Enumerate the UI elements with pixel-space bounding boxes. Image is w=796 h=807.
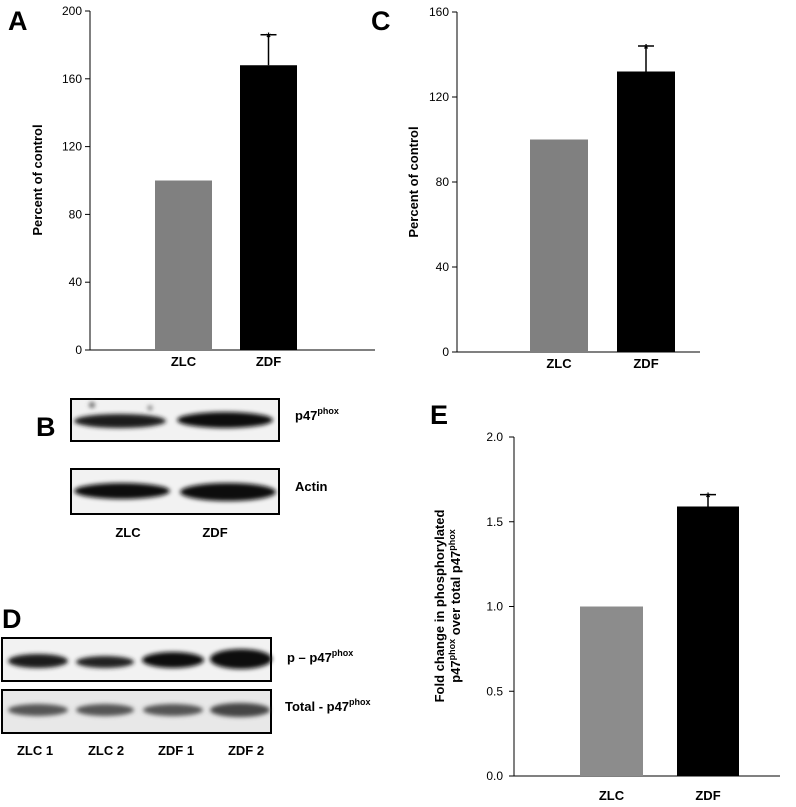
blot-label: p – p47phox <box>287 648 353 665</box>
blot-bands <box>74 483 276 501</box>
x-tick-label: ZDF <box>633 356 658 371</box>
y-tick-label: 160 <box>429 5 449 19</box>
panel-label: B <box>36 412 56 442</box>
y-axis-label-text: p47 <box>448 660 463 682</box>
y-axis-label: Percent of control <box>30 124 45 235</box>
bar <box>530 139 588 352</box>
error-bar <box>260 33 277 66</box>
y-axis-label-sup: phox <box>447 529 457 551</box>
y-axis-label-sup: phox <box>447 639 457 661</box>
blot-bands <box>74 402 273 428</box>
y-tick-label: 80 <box>69 207 83 221</box>
y-tick-label: 1.0 <box>486 600 503 614</box>
lane-label: ZDF 2 <box>228 743 264 758</box>
blot-label-sup: phox <box>332 648 354 658</box>
panel-label: E <box>430 400 448 430</box>
y-tick-label: 160 <box>62 72 82 86</box>
x-tick-label: ZDF <box>256 354 281 369</box>
bar <box>580 606 643 776</box>
bar <box>677 506 739 776</box>
x-tick-label: ZLC <box>171 354 197 369</box>
y-axis-label-text: over total p47 <box>448 551 463 639</box>
y-tick-label: 120 <box>62 140 82 154</box>
y-tick-label: 200 <box>62 4 82 18</box>
y-tick-label: 120 <box>429 90 449 104</box>
y-tick-label: 1.5 <box>486 515 503 529</box>
lane-label: ZDF <box>202 525 227 540</box>
blot-label-text: Total - p47 <box>285 699 349 714</box>
significance-marker: * <box>266 30 272 45</box>
lane-label: ZLC <box>115 525 141 540</box>
x-tick-label: ZDF <box>695 788 720 803</box>
y-tick-label: 0 <box>442 345 449 359</box>
lane-label: ZDF 1 <box>158 743 194 758</box>
blot-label: Total - p47phox <box>285 697 371 714</box>
blot-label-text: p – p47 <box>287 650 332 665</box>
lane-label: ZLC 1 <box>17 743 53 758</box>
y-tick-label: 80 <box>436 175 450 189</box>
y-tick-label: 40 <box>69 275 83 289</box>
panel-label: A <box>8 6 28 36</box>
panel-label: C <box>371 6 391 36</box>
y-tick-label: 0.0 <box>486 769 503 783</box>
y-axis-label: p47phox over total p47phox <box>447 529 463 683</box>
y-axis-label: Fold change in phosphorylated <box>432 510 447 703</box>
y-axis-label: Percent of control <box>406 126 421 237</box>
blot-bands <box>8 703 270 717</box>
y-tick-label: 40 <box>436 260 450 274</box>
bar <box>617 71 675 352</box>
error-bar <box>700 493 716 507</box>
blot-label: Actin <box>295 479 328 494</box>
bar <box>155 180 212 350</box>
blot-bands <box>8 649 272 669</box>
y-tick-label: 0 <box>75 343 82 357</box>
x-tick-label: ZLC <box>546 356 572 371</box>
x-tick-label: ZLC <box>599 788 625 803</box>
blot-label-sup: phox <box>349 697 371 707</box>
significance-marker: * <box>705 490 711 505</box>
significance-marker: * <box>643 41 649 56</box>
y-tick-label: 0.5 <box>486 684 503 698</box>
blot-label-sup: phox <box>317 406 339 416</box>
blot-label-text: Actin <box>295 479 328 494</box>
lane-label: ZLC 2 <box>88 743 124 758</box>
panel-label: D <box>2 604 22 634</box>
blot-label: p47phox <box>295 406 339 423</box>
bar <box>240 65 297 351</box>
y-tick-label: 2.0 <box>486 430 503 444</box>
error-bar <box>638 45 654 72</box>
blot-label-text: p47 <box>295 408 317 423</box>
